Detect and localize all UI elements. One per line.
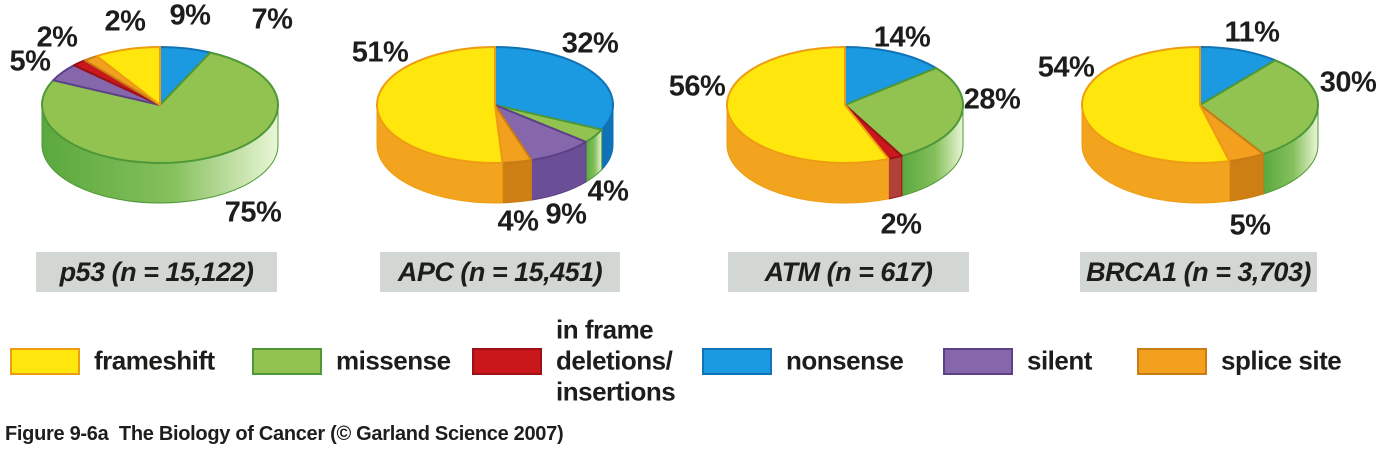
pie-charts-svg <box>41 46 1319 204</box>
gene-label-BRCA1: BRCA1 (n = 3,703) <box>1080 252 1317 292</box>
pct-label-APC-frameshift: 51% <box>351 36 409 69</box>
legend-label-nonsense: nonsense <box>786 345 904 376</box>
gene-label-p53: p53 (n = 15,122) <box>36 252 277 292</box>
legend-swatch-splice <box>1137 348 1207 375</box>
pct-label-ATM-frameshift: 56% <box>668 70 726 103</box>
pct-label-APC-missense: 4% <box>587 175 629 208</box>
pct-label-BRCA1-frameshift: 54% <box>1037 51 1095 84</box>
pie-APC-slice-nonsense <box>494 46 614 131</box>
pct-label-ATM-missense: 28% <box>963 83 1021 116</box>
pie-ATM-slice-missense <box>844 67 964 157</box>
pct-label-p53-inframe: 2% <box>36 21 78 54</box>
figure-caption: Figure 9-6a The Biology of Cancer (© Gar… <box>5 423 564 445</box>
legend-swatch-nonsense <box>702 348 772 375</box>
legend-swatch-frameshift <box>10 348 80 375</box>
gene-label-APC: APC (n = 15,451) <box>380 252 620 292</box>
gene-label-ATM: ATM (n = 617) <box>728 252 969 292</box>
pct-label-p53-frameshift: 9% <box>169 0 211 32</box>
pie-APC-slice-frameshift <box>376 46 504 164</box>
pct-label-p53-splice: 2% <box>104 5 146 38</box>
legend-label-splice: splice site <box>1221 345 1342 376</box>
pct-label-ATM-inframe: 2% <box>880 208 922 241</box>
pct-label-p53-nonsense: 7% <box>251 3 293 36</box>
pct-label-BRCA1-nonsense: 11% <box>1224 16 1280 49</box>
pct-label-p53-silent: 5% <box>9 45 51 78</box>
pie-APC-side-splice <box>501 159 532 204</box>
pie-ATM-slice-nonsense <box>844 46 937 106</box>
legend-swatch-missense <box>252 348 322 375</box>
legend-label-inframe: in frame deletions/insertions <box>556 314 676 407</box>
legend-label-silent: silent <box>1027 345 1092 376</box>
pct-label-APC-silent: 9% <box>545 198 587 231</box>
pct-label-ATM-nonsense: 14% <box>873 21 931 54</box>
legend-label-missense: missense <box>336 345 451 376</box>
pct-label-APC-nonsense: 32% <box>561 27 619 60</box>
pie-BRCA1-slice-nonsense <box>1199 46 1277 106</box>
pie-BRCA1-slice-frameshift <box>1081 46 1231 164</box>
pct-label-BRCA1-splice: 5% <box>1229 209 1271 242</box>
pie-ATM-side-inframe <box>887 155 903 200</box>
legend-swatch-silent <box>943 348 1013 375</box>
legend-swatch-inframe <box>472 348 542 375</box>
legend-label-frameshift: frameshift <box>94 345 215 376</box>
pie-ATM-slice-frameshift <box>726 46 890 164</box>
pie-p53-slice-frameshift <box>95 46 161 106</box>
pct-label-BRCA1-missense: 30% <box>1319 66 1377 99</box>
pct-label-APC-splice: 4% <box>497 205 539 238</box>
pie-BRCA1-slice-missense <box>1199 59 1319 155</box>
pct-label-p53-missense: 75% <box>224 196 282 229</box>
pie-p53-slice-missense <box>41 51 279 164</box>
